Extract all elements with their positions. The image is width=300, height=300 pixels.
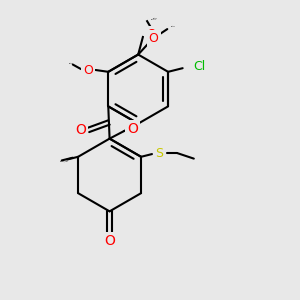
Text: Cl: Cl: [194, 60, 206, 73]
Text: O: O: [104, 234, 115, 248]
Text: O: O: [75, 123, 86, 137]
Text: methyl_stub: methyl_stub: [60, 160, 68, 162]
Text: methyl: methyl: [171, 26, 176, 27]
Text: O: O: [149, 32, 159, 45]
Text: methyl: methyl: [153, 18, 158, 20]
Text: O: O: [83, 64, 93, 76]
Text: methoxy: methoxy: [151, 19, 157, 20]
Text: O: O: [146, 28, 156, 41]
Text: O: O: [128, 122, 138, 136]
Text: methyl: methyl: [69, 62, 74, 64]
Text: S: S: [155, 147, 163, 160]
